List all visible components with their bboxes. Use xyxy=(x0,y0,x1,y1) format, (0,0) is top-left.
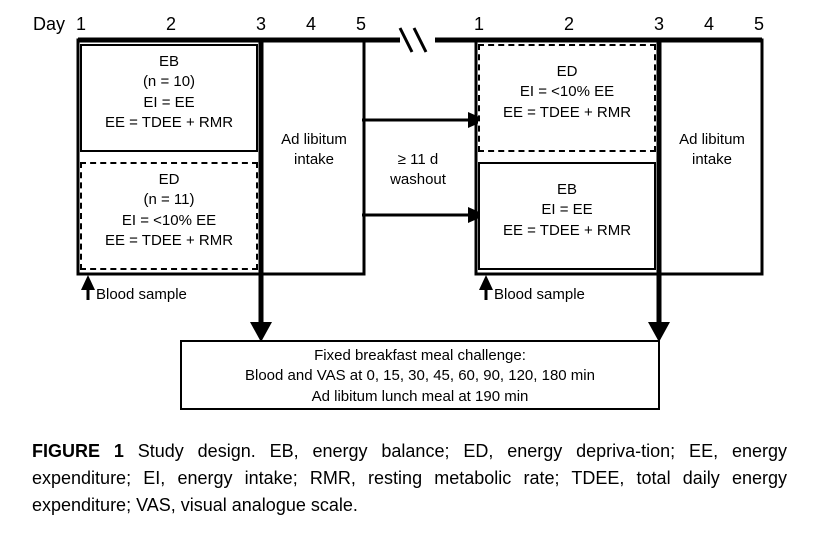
challenge-l2: Blood and VAS at 0, 15, 30, 45, 60, 90, … xyxy=(182,366,658,386)
box-eb-left: EB (n = 10) EI = EE EE = TDEE + RMR xyxy=(80,44,258,152)
ed-left-l2: EE = TDEE + RMR xyxy=(82,231,256,251)
blood-left: Blood sample xyxy=(96,286,187,303)
adlib-left: Ad libitum intake xyxy=(268,130,360,171)
eb-left-n: (n = 10) xyxy=(82,72,256,92)
box-eb-right: EB EI = EE EE = TDEE + RMR xyxy=(478,162,656,270)
caption-label: FIGURE 1 xyxy=(32,441,124,461)
ed-left-n: (n = 11) xyxy=(82,190,256,210)
ed-right-title: ED xyxy=(480,62,654,82)
figure-container: Day 1 2 3 4 5 1 2 3 4 5 xyxy=(0,0,819,551)
adlib-right: Ad libitum intake xyxy=(666,130,758,171)
box-ed-right: ED EI = <10% EE EE = TDEE + RMR xyxy=(478,44,656,152)
ed-right-l1: EI = <10% EE xyxy=(480,82,654,102)
challenge-l1: Fixed breakfast meal challenge: xyxy=(182,346,658,366)
ed-left-l1: EI = <10% EE xyxy=(82,211,256,231)
blood-right: Blood sample xyxy=(494,286,585,303)
challenge-box: Fixed breakfast meal challenge: Blood an… xyxy=(180,340,660,410)
eb-right-title: EB xyxy=(480,180,654,200)
eb-right-l1: EI = EE xyxy=(480,200,654,220)
eb-left-l2: EE = TDEE + RMR xyxy=(82,113,256,133)
eb-right-l2: EE = TDEE + RMR xyxy=(480,221,654,241)
ed-left-title: ED xyxy=(82,170,256,190)
figure-caption: FIGURE 1 Study design. EB, energy balanc… xyxy=(32,438,787,519)
washout-label: ≥ 11 d washout xyxy=(378,150,458,191)
eb-left-l1: EI = EE xyxy=(82,93,256,113)
eb-left-title: EB xyxy=(82,52,256,72)
ed-right-l2: EE = TDEE + RMR xyxy=(480,103,654,123)
box-ed-left: ED (n = 11) EI = <10% EE EE = TDEE + RMR xyxy=(80,162,258,270)
challenge-l3: Ad libitum lunch meal at 190 min xyxy=(182,387,658,407)
caption-text: Study design. EB, energy balance; ED, en… xyxy=(32,441,787,515)
